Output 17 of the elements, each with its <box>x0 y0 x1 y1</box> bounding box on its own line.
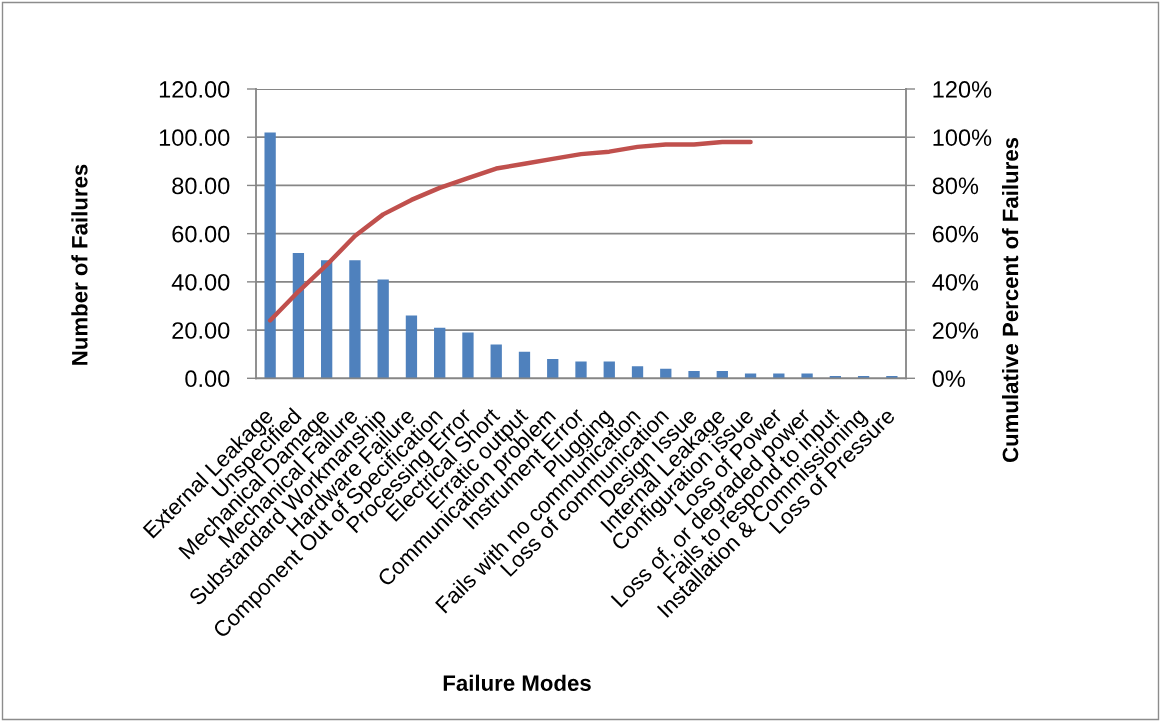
y2-tick-label: 40% <box>932 273 979 291</box>
x-axis-title: Failure Modes <box>443 674 591 691</box>
y2-tick-label: 0% <box>932 370 965 388</box>
y2-tick-label: 20% <box>932 322 979 339</box>
y-tick-label: 100.00 <box>159 129 230 146</box>
y-tick-label: 40.00 <box>171 273 230 291</box>
y-tick-label: 60.00 <box>172 225 230 243</box>
y-tick-label: 80.00 <box>172 177 230 195</box>
y-tick-label: 120.00 <box>159 81 230 98</box>
y2-tick-label: 120% <box>933 81 992 98</box>
y2-axis-title: Cumulative Percent of Failures <box>1002 137 1019 463</box>
y2-tick-label: 60% <box>932 225 979 243</box>
y-tick-label: 20.00 <box>172 322 230 339</box>
y2-tick-label: 80% <box>932 177 979 195</box>
y-axis-title: Number of Failures <box>71 164 88 365</box>
y-tick-label: 0.00 <box>185 370 230 388</box>
y2-tick-label: 100% <box>933 129 992 146</box>
